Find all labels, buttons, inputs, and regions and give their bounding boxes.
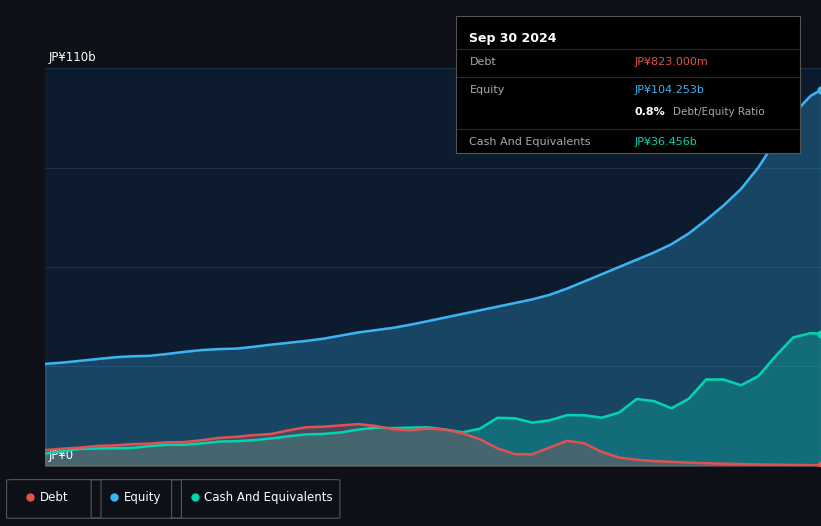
Text: Debt/Equity Ratio: Debt/Equity Ratio: [673, 106, 764, 117]
Text: Cash And Equivalents: Cash And Equivalents: [204, 491, 333, 504]
Text: Sep 30 2024: Sep 30 2024: [470, 32, 557, 45]
Text: JP¥823.000m: JP¥823.000m: [635, 57, 709, 67]
Text: Debt: Debt: [39, 491, 68, 504]
Text: JP¥36.456b: JP¥36.456b: [635, 137, 698, 147]
Text: Equity: Equity: [124, 491, 162, 504]
Text: Equity: Equity: [470, 85, 505, 95]
Text: JP¥0: JP¥0: [49, 449, 74, 461]
Text: JP¥110b: JP¥110b: [49, 52, 97, 64]
Text: JP¥104.253b: JP¥104.253b: [635, 85, 705, 95]
Text: 0.8%: 0.8%: [635, 106, 666, 117]
Text: Cash And Equivalents: Cash And Equivalents: [470, 137, 591, 147]
Text: Debt: Debt: [470, 57, 496, 67]
